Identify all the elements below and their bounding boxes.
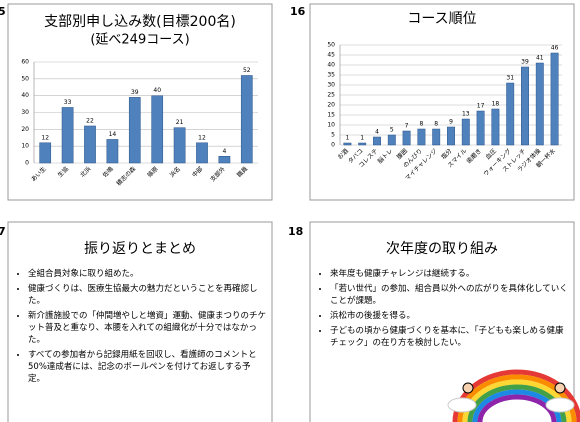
value-label: 40 (153, 87, 161, 94)
bar (61, 107, 74, 164)
value-label: 1 (345, 135, 349, 142)
bar (373, 136, 381, 146)
bullet-list: 来年度も健康チャレンジは継続する。「若い世代」の参加、組合員以外への広がりを具体… (320, 268, 568, 352)
bar (447, 126, 455, 146)
bar (106, 139, 119, 164)
bullet-list: 全組合員対象に取り組めた。健康づくりは、医療生協最大の魅力だということを再確認し… (18, 268, 266, 388)
y-tick-label: 10 (327, 122, 335, 129)
bar (550, 52, 559, 146)
value-label: 18 (492, 101, 500, 108)
slide-number: 16 (290, 5, 306, 18)
bar (506, 82, 515, 146)
bar (461, 118, 470, 146)
bullet: 子どもの頃から健康づくりを基本に、「子どもも楽しめる健康チェック」の在り方を検討… (330, 325, 568, 349)
bar (491, 108, 500, 146)
value-label: 46 (551, 45, 559, 52)
y-tick-label: 0 (331, 142, 335, 149)
y-tick-label: 60 (21, 59, 29, 66)
value-label: 4 (375, 129, 379, 136)
bullets: 来年度も健康チャレンジは継続する。「若い世代」の参加、組合員以外への広がりを具体… (320, 268, 568, 349)
value-label: 4 (222, 148, 226, 155)
y-tick-label: 40 (21, 92, 29, 99)
slide-title: 次年度の取り組み (386, 241, 498, 257)
chart-subtitle: (延べ249コース) (90, 33, 189, 48)
slide-frame[interactable] (7, 221, 273, 422)
bar (417, 128, 426, 146)
y-tick-label: 15 (327, 112, 335, 119)
bar (476, 110, 485, 146)
y-tick-label: 10 (21, 143, 29, 150)
bar (218, 156, 231, 164)
bullet: 新介護施設での「仲間増やしと増資」運動、健康まつりのチケット普及と重なり、本腰を… (28, 310, 266, 346)
bar (387, 134, 396, 146)
value-label: 33 (64, 99, 72, 106)
value-label: 31 (506, 75, 514, 82)
bar (39, 142, 52, 164)
bullet: 浜松市の後援を得る。 (330, 310, 568, 322)
value-label: 14 (109, 131, 117, 138)
value-label: 8 (419, 121, 423, 128)
slide-title: 振り返りとまとめ (84, 241, 196, 257)
value-label: 9 (449, 119, 453, 126)
bullet: 健康づくりは、医療生協最大の魅力だということを再確認した。 (28, 283, 266, 307)
bar (535, 62, 544, 146)
bar (402, 130, 411, 146)
value-label: 17 (477, 103, 485, 110)
bar (432, 128, 441, 146)
y-tick-label: 20 (327, 102, 335, 109)
bar (343, 142, 352, 146)
value-label: 7 (405, 123, 409, 130)
value-label: 13 (462, 111, 470, 118)
value-label: 39 (521, 59, 529, 66)
value-label: 1 (360, 135, 364, 142)
chart-title: 支部別申し込み数(目標200名) (44, 14, 236, 30)
value-label: 41 (536, 55, 544, 62)
bar (521, 66, 529, 146)
bullet: 来年度も健康チャレンジは継続する。 (330, 268, 568, 280)
value-label: 5 (390, 127, 394, 134)
value-label: 12 (41, 134, 49, 141)
value-label: 12 (198, 134, 206, 141)
y-tick-label: 35 (327, 72, 335, 79)
y-tick-label: 50 (327, 42, 335, 49)
value-label: 21 (176, 119, 184, 126)
bar (151, 95, 164, 164)
bullet: 全組合員対象に取り組めた。 (28, 268, 266, 280)
bullets: 全組合員対象に取り組めた。健康づくりは、医療生協最大の魅力だということを再確認し… (18, 268, 266, 385)
bar (128, 97, 141, 164)
value-label: 52 (243, 67, 251, 74)
y-tick-label: 5 (331, 132, 335, 139)
y-tick-label: 30 (327, 82, 335, 89)
bullet: すべての参加者から記録用紙を回収し、看護師のコメントと50%達成者には、記念のボ… (28, 349, 266, 385)
y-tick-label: 45 (327, 52, 335, 59)
bullet: 「若い世代」の参加、組合員以外への広がりを具体化していくことが課題。 (330, 283, 568, 307)
chart-title: コース順位 (407, 11, 476, 27)
y-tick-label: 40 (327, 62, 335, 69)
slide-number: 7 (0, 225, 6, 238)
y-tick-label: 50 (21, 75, 29, 82)
bar (358, 142, 367, 146)
bar (240, 75, 253, 164)
slide-number: 18 (288, 225, 303, 238)
y-tick-label: 20 (21, 126, 29, 133)
y-tick-label: 25 (327, 92, 335, 99)
bar (196, 142, 208, 164)
slide-number: 5 (0, 5, 6, 18)
y-tick-label: 0 (25, 160, 29, 167)
value-label: 22 (86, 117, 94, 124)
value-label: 39 (131, 89, 139, 96)
rainbow-clipart (447, 369, 580, 422)
bar (84, 125, 96, 164)
value-label: 8 (434, 121, 438, 128)
slide-frame[interactable] (309, 3, 575, 201)
bar (173, 127, 186, 164)
y-tick-label: 30 (21, 109, 29, 116)
